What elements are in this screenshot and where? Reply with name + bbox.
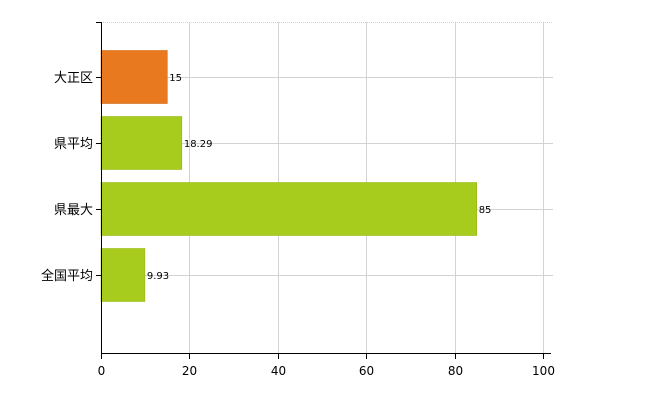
data-label-3: 9.93 — [147, 271, 169, 282]
bars — [100, 50, 477, 302]
x-tick-label-0: 0 — [98, 364, 106, 378]
x-tick-label-5: 100 — [532, 364, 555, 378]
bar-0 — [100, 50, 168, 104]
axes — [96, 22, 551, 359]
category-label-0: 大正区 — [54, 71, 93, 86]
data-label-1: 18.29 — [184, 139, 213, 150]
x-tick-label-1: 20 — [182, 364, 197, 378]
category-label-1: 県平均 — [54, 137, 93, 152]
data-label-0: 15 — [169, 73, 182, 84]
bar-2 — [100, 182, 477, 236]
x-tick-label-3: 60 — [359, 364, 374, 378]
data-label-2: 85 — [479, 205, 492, 216]
category-label-2: 県最大 — [54, 203, 93, 218]
labels: 15 大正区 18.29 県平均 85 県最大 9.93 全国平均 0 20 40 60 80 100 — [41, 71, 555, 378]
bar-3 — [100, 248, 146, 302]
x-tick-label-2: 40 — [271, 364, 286, 378]
grid-lines — [101, 22, 553, 353]
bar-1 — [100, 116, 183, 170]
category-label-3: 全国平均 — [41, 268, 93, 284]
x-tick-label-4: 80 — [448, 364, 463, 378]
